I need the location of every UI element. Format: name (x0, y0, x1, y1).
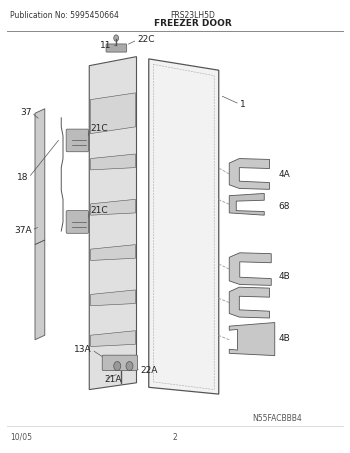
Text: 4B: 4B (278, 272, 290, 281)
FancyBboxPatch shape (66, 129, 89, 152)
FancyBboxPatch shape (102, 355, 138, 371)
Polygon shape (35, 109, 45, 245)
Polygon shape (91, 154, 135, 170)
Polygon shape (90, 93, 135, 134)
Polygon shape (35, 240, 45, 340)
Text: N55FACBBB4: N55FACBBB4 (252, 414, 302, 424)
Polygon shape (229, 323, 275, 356)
Text: 37: 37 (20, 108, 32, 117)
Circle shape (126, 361, 133, 371)
Text: 22A: 22A (141, 366, 158, 375)
Text: 4A: 4A (278, 170, 290, 179)
Polygon shape (229, 287, 270, 318)
Text: FREEZER DOOR: FREEZER DOOR (154, 19, 231, 28)
FancyBboxPatch shape (66, 211, 89, 233)
Text: 21C: 21C (90, 206, 107, 215)
Text: 13A: 13A (74, 345, 92, 354)
Polygon shape (91, 290, 135, 306)
Circle shape (114, 361, 121, 371)
Text: 22C: 22C (137, 35, 155, 44)
Polygon shape (91, 331, 135, 347)
Text: 11: 11 (100, 41, 111, 50)
FancyBboxPatch shape (106, 44, 127, 52)
Polygon shape (229, 253, 271, 285)
Text: FRS23LH5D: FRS23LH5D (170, 11, 215, 20)
Polygon shape (149, 59, 219, 394)
Polygon shape (91, 199, 135, 215)
Text: 18: 18 (17, 173, 29, 182)
Text: 21C: 21C (90, 124, 107, 133)
Polygon shape (229, 159, 270, 189)
Polygon shape (89, 57, 136, 390)
Text: 2: 2 (173, 433, 177, 442)
Text: 10/05: 10/05 (10, 433, 33, 442)
Text: 1: 1 (240, 100, 245, 109)
Text: 21A: 21A (104, 375, 122, 384)
Text: Publication No: 5995450664: Publication No: 5995450664 (10, 11, 119, 20)
Polygon shape (229, 193, 264, 215)
Circle shape (114, 35, 119, 41)
Text: 4B: 4B (278, 334, 290, 343)
Polygon shape (91, 245, 135, 260)
Text: 68: 68 (278, 202, 290, 211)
Text: 37A: 37A (14, 226, 32, 235)
